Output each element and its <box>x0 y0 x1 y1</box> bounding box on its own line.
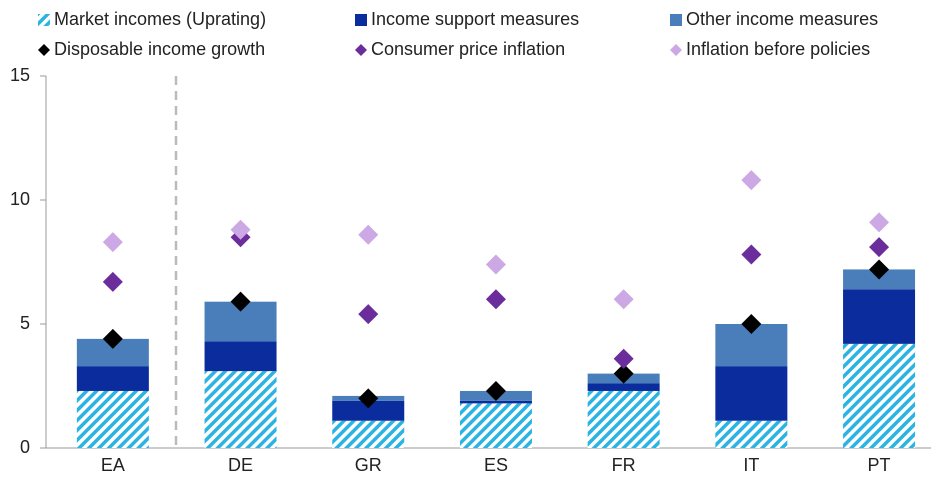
marker <box>485 254 506 275</box>
bar-segment <box>587 390 660 448</box>
y-tick-label: 10 <box>10 189 30 209</box>
bar-segment <box>459 403 532 448</box>
bar-segment <box>76 366 149 391</box>
bar-segment <box>204 341 277 372</box>
legend-swatch <box>670 44 682 56</box>
legend-label: Market incomes (Uprating) <box>54 9 266 29</box>
x-tick-label: DE <box>228 455 253 475</box>
marker <box>741 244 762 265</box>
legend-label: Inflation before policies <box>686 39 870 59</box>
marker <box>613 348 634 369</box>
legend-swatch <box>355 44 367 56</box>
y-tick-label: 0 <box>20 437 30 457</box>
bar-segment <box>715 420 788 448</box>
marker <box>869 259 890 280</box>
marker <box>485 380 506 401</box>
bar-segment <box>843 289 916 344</box>
x-tick-label: FR <box>612 455 636 475</box>
marker <box>741 314 762 334</box>
x-tick-label: ES <box>484 455 508 475</box>
legend-label: Disposable income growth <box>54 39 265 59</box>
marker <box>230 291 251 312</box>
marker <box>358 304 379 325</box>
legend-swatch <box>38 44 50 56</box>
marker <box>869 237 890 258</box>
legend-swatch <box>355 14 367 26</box>
marker <box>230 219 251 240</box>
bar-segment <box>332 420 405 448</box>
bar-segment <box>587 383 660 391</box>
legend-label: Consumer price inflation <box>371 39 565 59</box>
legend-swatch <box>670 14 682 26</box>
marker <box>485 289 506 310</box>
marker <box>613 363 634 384</box>
x-tick-label: PT <box>868 455 891 475</box>
marker <box>358 224 379 245</box>
marker <box>613 289 634 310</box>
marker <box>358 388 379 409</box>
marker <box>102 328 123 349</box>
x-tick-label: EA <box>101 455 125 475</box>
legend-swatch <box>38 14 50 26</box>
bar-segment <box>459 400 532 404</box>
legend-label: Income support measures <box>371 9 579 29</box>
bar-segment <box>843 343 916 448</box>
marker <box>741 170 762 191</box>
bar-segment <box>715 366 788 421</box>
marker <box>869 212 890 233</box>
bar-segment <box>204 371 277 448</box>
legend-label: Other income measures <box>686 9 878 29</box>
bar-segment <box>76 390 149 448</box>
bar-segment <box>332 400 405 421</box>
marker <box>102 271 123 292</box>
x-tick-label: IT <box>743 455 759 475</box>
x-tick-label: GR <box>355 455 382 475</box>
y-tick-label: 15 <box>10 65 30 85</box>
marker <box>102 232 123 253</box>
y-tick-label: 5 <box>20 313 30 333</box>
